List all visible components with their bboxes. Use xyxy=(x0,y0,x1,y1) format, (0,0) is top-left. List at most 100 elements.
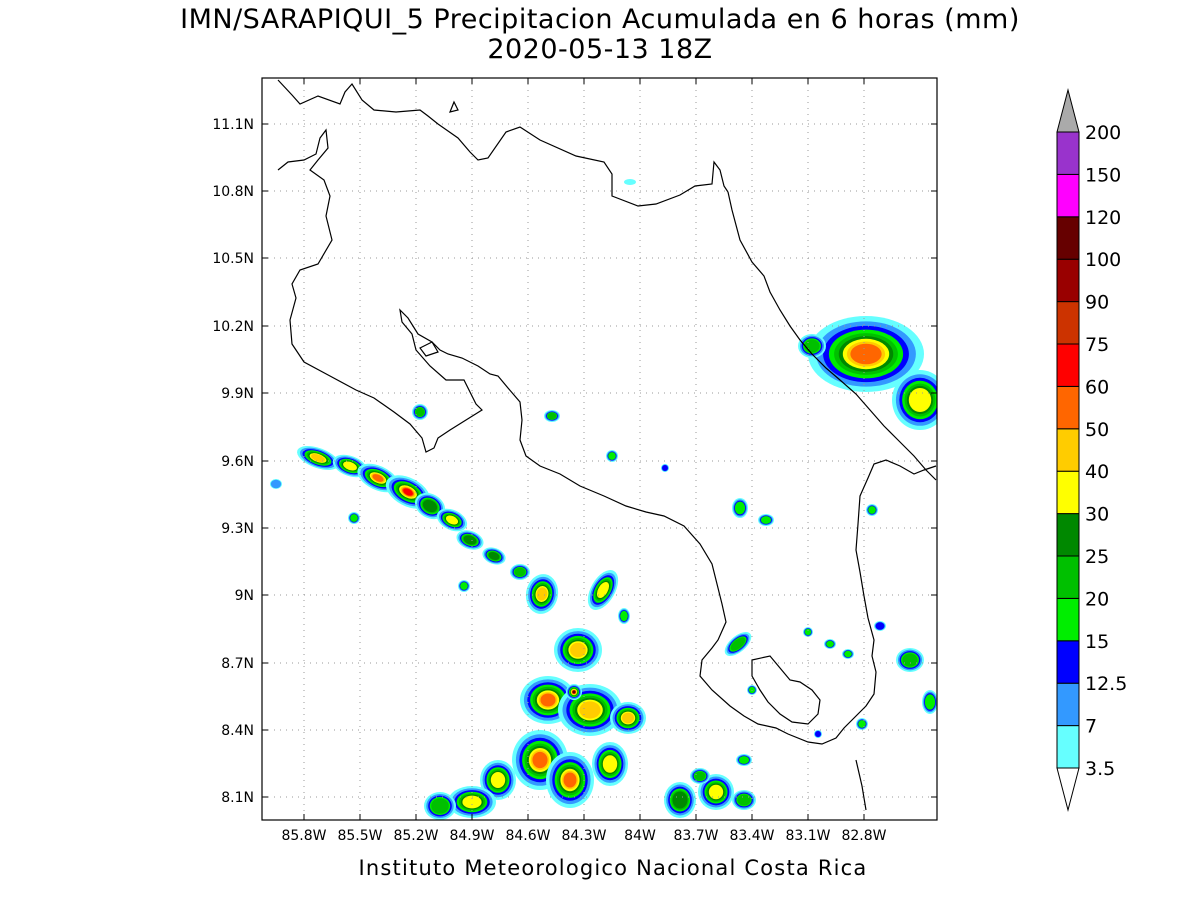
precip-contour xyxy=(902,653,918,667)
map-datetime: 2020-05-13 18Z xyxy=(487,34,713,65)
precip-cell xyxy=(458,580,470,592)
precip-cell xyxy=(661,464,669,472)
precip-cell xyxy=(510,564,530,580)
precip-cell xyxy=(566,684,582,700)
precip-cell xyxy=(814,730,822,738)
precip-cell xyxy=(544,410,560,422)
coastline-punta-burica xyxy=(855,759,867,811)
precipitation-field xyxy=(270,179,937,820)
precip-contour xyxy=(844,650,852,658)
precip-contour xyxy=(563,772,577,788)
coastline xyxy=(277,79,937,811)
coastline-pacific-north xyxy=(277,79,729,207)
lon-tick-label: 85.2W xyxy=(393,828,438,844)
precip-contour xyxy=(270,479,282,489)
precip-contour xyxy=(815,731,821,737)
precip-cell xyxy=(874,621,886,631)
precip-contour xyxy=(760,516,772,524)
precip-cell xyxy=(896,648,924,672)
lat-tick-label: 8.1N xyxy=(221,790,254,806)
colorbar-segment xyxy=(1056,131,1080,175)
lat-tick-label: 9N xyxy=(235,588,254,604)
lat-tick-label: 8.7N xyxy=(221,656,254,672)
precip-contour xyxy=(737,794,751,806)
lat-tick-label: 8.4N xyxy=(221,723,254,739)
precip-cell xyxy=(587,570,619,610)
colorbar-bottom-arrow xyxy=(1056,767,1080,812)
colorbar-segment xyxy=(1056,513,1080,557)
colorbar-segment xyxy=(1056,725,1080,769)
precip-cell xyxy=(554,628,602,672)
precip-cell xyxy=(606,450,618,462)
precip-cell xyxy=(664,782,696,818)
colorbar-label: 90 xyxy=(1085,292,1109,314)
precip-cell xyxy=(414,492,446,520)
coastline-guanacaste xyxy=(277,128,937,745)
lat-tick-label: 9.9N xyxy=(221,386,254,402)
lon-tick-label: 82.8W xyxy=(841,828,886,844)
colorbar: 3.5 7 12.5 15 20 25 30 40 50 60 75 90 100 120 150 200 xyxy=(1056,88,1127,812)
precip-contour xyxy=(908,388,932,412)
precip-contour xyxy=(734,501,746,515)
precip-cell xyxy=(424,792,456,820)
colorbar-label: 20 xyxy=(1085,588,1109,610)
colorbar-segment xyxy=(1056,597,1080,642)
precip-contour xyxy=(372,474,384,482)
colorbar-top-arrow xyxy=(1056,88,1080,133)
colorbar-label: 3.5 xyxy=(1085,758,1115,780)
precip-contour xyxy=(463,535,477,545)
lon-tick-label: 84.9W xyxy=(449,828,494,844)
precip-contour xyxy=(540,693,556,707)
precip-contour xyxy=(532,751,548,769)
lon-tick-label: 83.4W xyxy=(729,828,774,844)
precip-contour xyxy=(662,465,668,471)
precip-cell xyxy=(592,742,628,786)
precip-contour xyxy=(850,343,882,365)
precip-cell xyxy=(824,639,836,649)
precip-contour xyxy=(536,587,548,601)
lon-tick-label: 84W xyxy=(624,828,656,844)
coastline-caribbean xyxy=(727,191,937,481)
lon-tick-label: 84.3W xyxy=(561,828,606,844)
precip-contour xyxy=(596,582,610,598)
lat-tick-label: 10.5N xyxy=(212,251,254,267)
precip-contour xyxy=(620,610,628,622)
precip-contour xyxy=(858,720,866,728)
precip-cell xyxy=(297,445,339,471)
colorbar-segment xyxy=(1056,555,1080,599)
colorbar-segment xyxy=(1056,640,1080,684)
lon-tick-label: 84.6W xyxy=(505,828,550,844)
precip-contour xyxy=(602,755,618,773)
precip-contour xyxy=(462,795,482,809)
precip-cell xyxy=(448,786,496,818)
colorbar-label: 30 xyxy=(1085,504,1109,526)
colorbar-segment xyxy=(1056,682,1080,727)
lat-tick-label: 10.8N xyxy=(212,184,254,200)
precip-contour xyxy=(804,339,820,353)
colorbar-segment xyxy=(1056,385,1080,430)
precip-contour xyxy=(730,637,746,651)
precip-cell xyxy=(482,547,506,565)
precip-cell xyxy=(856,718,868,730)
colorbar-label: 75 xyxy=(1085,334,1109,356)
axis-ticks: 11.1N 10.8N 10.5N 10.2N 9.9N 9.6N 9.3N 9N 8.7N 8.… xyxy=(212,78,937,844)
precip-cell xyxy=(610,702,646,734)
precip-cell xyxy=(436,508,468,532)
colorbar-segment xyxy=(1056,173,1080,218)
lat-tick-label: 9.3N xyxy=(221,521,254,537)
lon-tick-label: 85.8W xyxy=(281,828,326,844)
graticule xyxy=(262,78,937,820)
credit-text: Instituto Meteorologico Nacional Costa R… xyxy=(358,856,868,880)
precip-contour xyxy=(804,628,812,636)
colorbar-segment xyxy=(1056,343,1080,387)
precip-contour xyxy=(608,452,616,460)
precip-cell xyxy=(624,179,636,185)
island-lake-nicaragua xyxy=(449,100,459,113)
lon-tick-label: 83.1W xyxy=(785,828,830,844)
precip-contour xyxy=(624,179,636,185)
precip-contour xyxy=(738,756,750,764)
precip-cell xyxy=(690,768,710,784)
precip-cell xyxy=(732,498,748,518)
precip-contour xyxy=(672,791,688,809)
map-title: IMN/SARAPIQUI_5 Precipitacion Acumulada … xyxy=(180,4,1020,35)
